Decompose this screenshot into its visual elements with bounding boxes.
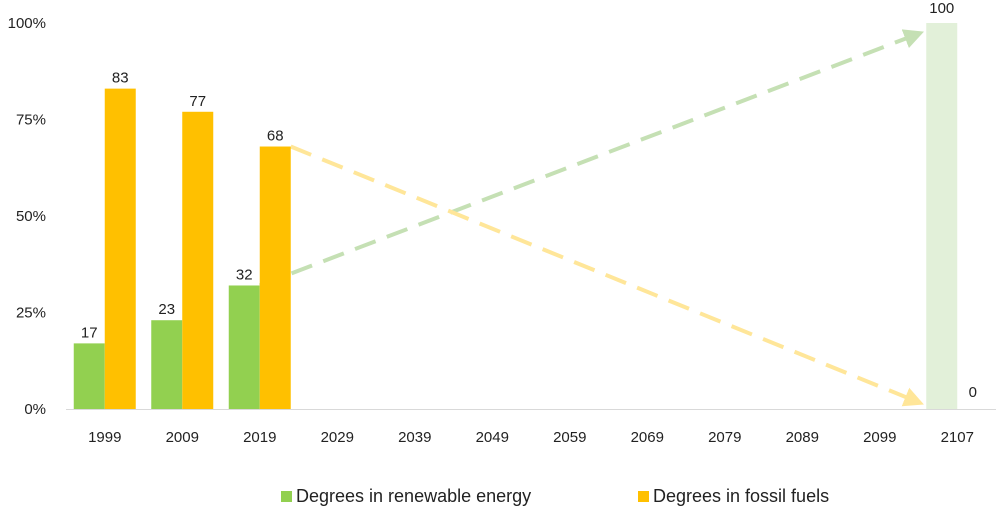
x-tick-label: 2059: [553, 429, 586, 446]
y-tick-label: 25%: [16, 305, 46, 322]
fossil-trend-arrow: [289, 144, 924, 407]
bar: [259, 146, 291, 409]
projection-label-renewable: 100: [929, 0, 954, 17]
legend: Degrees in renewable energy Degrees in fo…: [281, 486, 829, 506]
bar: [104, 88, 136, 410]
y-tick-label: 100%: [8, 15, 46, 32]
x-tick-label: 2079: [708, 429, 741, 446]
x-tick-label: 2089: [786, 429, 819, 446]
bar: [182, 111, 214, 409]
x-tick-label: 2107: [941, 429, 974, 446]
x-tick-label: 2069: [631, 429, 664, 446]
x-axis-ticks: 1999 2009 2019 2029 2039 2049 2059 2069 2079 2089…: [88, 429, 974, 446]
data-label: 68: [267, 128, 284, 145]
legend-label: Degrees in fossil fuels: [653, 486, 829, 506]
data-label: 23: [158, 301, 175, 318]
x-tick-label: 2049: [476, 429, 509, 446]
x-tick-label: 2039: [398, 429, 431, 446]
legend-label: Degrees in renewable energy: [296, 486, 531, 506]
x-tick-label: 2009: [166, 429, 199, 446]
data-label: 77: [189, 93, 206, 110]
trend-lines: [259, 29, 924, 407]
x-tick-label: 2099: [863, 429, 896, 446]
bars: [73, 23, 958, 410]
projection-label-fossil: 0: [969, 384, 977, 401]
bar: [73, 343, 105, 409]
projection-bar: [926, 23, 958, 409]
legend-swatch: [281, 491, 292, 502]
y-axis-ticks: 0% 25% 50% 75% 100%: [8, 15, 46, 418]
y-tick-label: 75%: [16, 112, 46, 129]
y-tick-label: 50%: [16, 208, 46, 225]
x-tick-label: 2019: [243, 429, 276, 446]
x-tick-label: 2029: [321, 429, 354, 446]
legend-swatch: [638, 491, 649, 502]
data-label: 32: [236, 266, 253, 283]
y-tick-label: 0%: [24, 401, 46, 418]
x-tick-label: 1999: [88, 429, 121, 446]
bar: [228, 285, 260, 409]
renewable-trend-arrow: [259, 29, 924, 288]
data-label: 17: [81, 324, 98, 341]
data-labels: 17 23 32 83 77 68 100 0: [81, 0, 977, 401]
data-label: 83: [112, 70, 129, 87]
bar: [151, 320, 183, 409]
